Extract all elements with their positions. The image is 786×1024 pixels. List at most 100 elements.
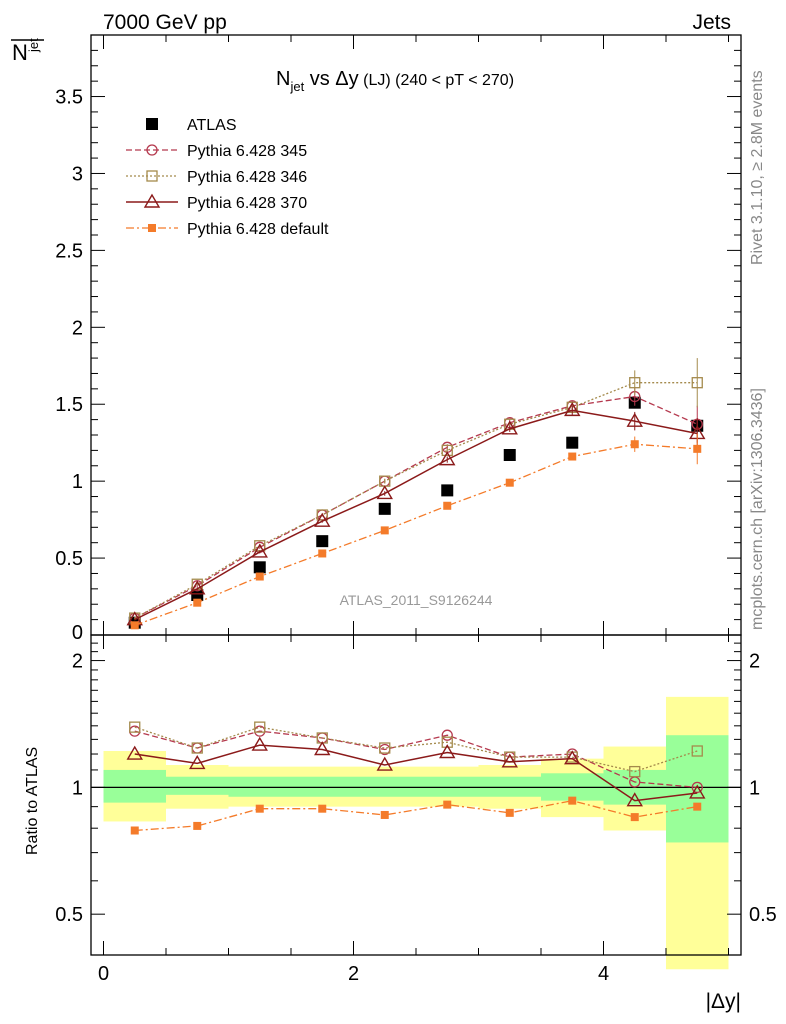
y-label-n: N: [12, 40, 28, 65]
ratio-point-pdef: [630, 813, 639, 822]
ratio-point-p346: [629, 765, 641, 778]
title-lj: (LJ): [359, 72, 391, 89]
ratio-y-tick-label-right: 0.5: [749, 904, 777, 926]
data-point-p370: [564, 401, 581, 417]
ratio-point-p345: [441, 729, 453, 741]
mcplots-credit-label: mcplots.cern.ch [arXiv:1306.3436]: [749, 388, 766, 630]
x-tick-label: 4: [598, 963, 609, 985]
data-point-p346: [441, 444, 453, 457]
svg-text:Njet vs Δy (LJ) (240 < pT < 27: Njet vs Δy (LJ) (240 < pT < 270): [276, 68, 514, 94]
data-point-atlas: [316, 535, 329, 548]
ratio-point-p346: [379, 742, 391, 754]
legend-marker-pdef: [148, 224, 156, 232]
series-pdef: [130, 433, 702, 630]
data-point-p370: [189, 580, 206, 595]
ratio-point-p370: [189, 755, 206, 770]
data-point-pdef: [693, 444, 702, 453]
data-point-atlas: [566, 436, 579, 449]
legend: ATLAS Pythia 6.428 345 Pythia 6.428 346 Pyt…: [126, 117, 329, 238]
legend-item-p345: Pythia 6.428 345: [126, 143, 307, 160]
x-axis-label: |Δy|: [706, 990, 741, 1013]
ratio-series-pdef: [130, 796, 702, 835]
ratio-point-pdef: [255, 804, 264, 813]
data-point-p346: [691, 377, 703, 389]
legend-marker-p345: [146, 144, 158, 156]
uncertainty-band-green: [103, 769, 166, 803]
data-point-p370: [314, 512, 331, 527]
analysis-watermark: ATLAS_2011_S9126244: [340, 592, 493, 608]
data-point-pdef: [380, 526, 389, 535]
data-point-pdef: [505, 478, 514, 487]
series-line-pdef: [134, 443, 698, 626]
ratio-line-p346: [134, 726, 698, 773]
ratio-plot: 0.5 0.5 1 1 2 2 0 2 4: [55, 634, 777, 985]
y-tick-label: 2: [72, 317, 83, 339]
ratio-y-axis-label: Ratio to ATLAS: [24, 747, 41, 855]
legend-marker-atlas: [146, 118, 158, 130]
ratio-point-p346: [441, 736, 453, 748]
series-p345: [129, 387, 703, 624]
ratio-y-tick-label: 0.5: [55, 904, 83, 926]
ratio-y-tick-label-right: 1: [749, 777, 760, 799]
y-tick-label: 2.5: [55, 240, 83, 262]
data-point-atlas: [441, 484, 454, 497]
title-vs: vs Δy: [304, 68, 358, 90]
ratio-point-p370: [501, 753, 518, 768]
ratio-series-p370: [126, 736, 706, 807]
ratio-point-pdef: [380, 810, 389, 819]
uncertainty-band-green: [478, 776, 541, 797]
y-label-sub: jet: [26, 38, 41, 53]
ratio-point-p370: [314, 741, 331, 756]
ratio-point-p346: [254, 721, 266, 733]
series-line-p346: [134, 382, 698, 619]
data-point-p370: [439, 451, 456, 466]
ratio-point-pdef: [443, 800, 452, 809]
data-point-atlas: [191, 589, 204, 601]
data-point-p370: [376, 485, 393, 500]
data-point-pdef: [568, 452, 577, 461]
data-point-pdef: [443, 501, 452, 510]
legend-marker-p370: [143, 193, 161, 208]
ratio-point-p345: [691, 781, 703, 794]
data-point-pdef: [193, 598, 202, 607]
uncertainty-band-green: [228, 776, 291, 797]
legend-label-p346: Pythia 6.428 346: [187, 169, 307, 186]
uncertainty-band-green: [416, 776, 479, 797]
title-n: N: [276, 68, 290, 90]
ratio-y-tick-label-right: 2: [749, 651, 760, 673]
y-tick-label-zero: 0: [72, 622, 83, 644]
title-range: (240 < pT < 270): [391, 72, 514, 89]
data-point-pdef: [630, 440, 639, 449]
ratio-point-p346: [191, 742, 203, 754]
legend-item-p346: Pythia 6.428 346: [126, 169, 307, 186]
legend-item-p370: Pythia 6.428 370: [126, 193, 307, 212]
ratio-point-p370: [439, 744, 456, 759]
data-point-atlas: [253, 561, 266, 574]
ratio-y-tick-label: 1: [72, 777, 83, 799]
ratio-point-p346: [691, 745, 703, 757]
y-tick-label: 0.5: [55, 548, 83, 570]
ratio-point-p370: [376, 756, 393, 771]
legend-label-p345: Pythia 6.428 345: [187, 143, 307, 160]
x-tick-label: 0: [98, 963, 109, 985]
series-p346: [129, 358, 703, 624]
data-point-p370: [251, 543, 268, 558]
uncertainty-band-green: [666, 735, 729, 843]
legend-marker-p346: [146, 170, 158, 182]
uncertainty-band-green: [353, 776, 416, 797]
series-line-p345: [134, 395, 698, 619]
ratio-y-tick-label: 2: [72, 651, 83, 673]
y-tick-label: 1.5: [55, 394, 83, 416]
legend-label-atlas: ATLAS: [187, 117, 237, 134]
legend-item-pdef: Pythia 6.428 default: [126, 221, 329, 238]
legend-label-pdef: Pythia 6.428 default: [187, 221, 329, 238]
ratio-point-pdef: [693, 802, 702, 811]
y-tick-label: 1: [72, 471, 83, 493]
series-line-p370: [134, 409, 698, 621]
data-point-atlas: [503, 449, 516, 461]
legend-label-p370: Pythia 6.428 370: [187, 195, 307, 212]
data-point-atlas: [378, 502, 391, 515]
ratio-point-p370: [689, 784, 706, 799]
ratio-point-p370: [626, 792, 643, 807]
